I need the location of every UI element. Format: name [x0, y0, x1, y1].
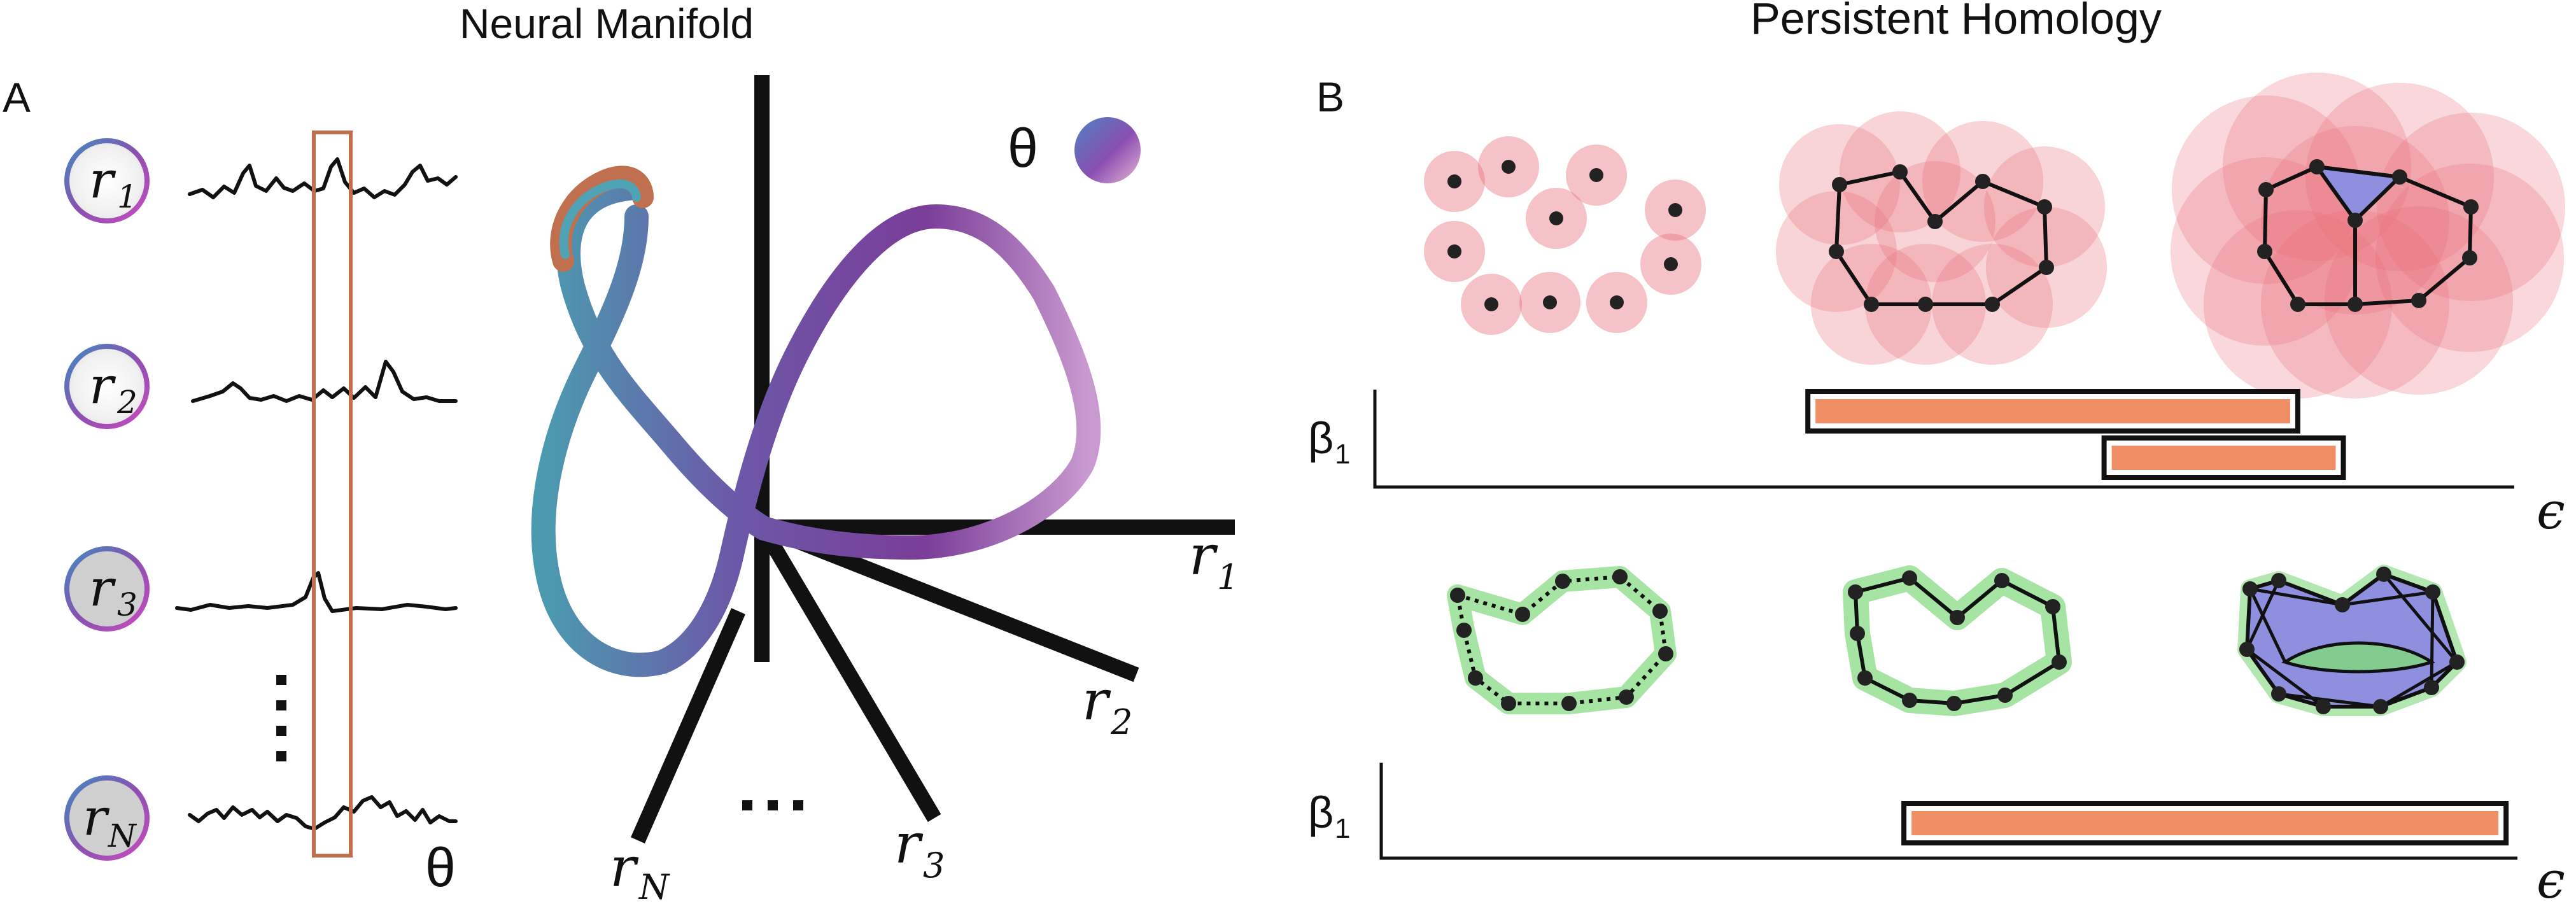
axis-r3 — [760, 530, 941, 823]
betti-label: β — [1308, 413, 1334, 463]
axis-symbol: r — [610, 836, 639, 900]
embedding-axes — [631, 75, 1235, 844]
epsilon-label: ϵ — [2537, 851, 2565, 904]
manifold-highlight-core — [559, 179, 641, 259]
neuron-r1: r 1 — [64, 138, 150, 223]
axis-subscript: 2 — [1110, 702, 1132, 742]
axis-label-rN: r N — [610, 836, 670, 904]
axis-labels: r 1 r 2 r 3 r N — [610, 524, 1239, 904]
axis-subscript: N — [638, 867, 670, 904]
activity-traces — [175, 157, 458, 831]
neuron-ball — [64, 138, 150, 223]
bars-top — [1805, 389, 2346, 480]
axis-subscript: 3 — [923, 845, 945, 886]
neuron-ball — [64, 775, 150, 861]
persistence-bar-fill — [1911, 811, 2499, 835]
neuron-subscript: 2 — [116, 384, 137, 421]
neuron-ball — [64, 546, 150, 632]
barcode-top: β 1 ϵ — [1308, 389, 2565, 540]
persistence-bar-fill — [1815, 399, 2290, 423]
persistence-bar-fill — [2111, 446, 2336, 470]
more-axes-dots — [742, 800, 803, 810]
panel-label-b: B — [1316, 73, 1344, 120]
cover-large — [2171, 73, 2565, 399]
barcode-bottom: β 1 ϵ — [1308, 763, 2565, 904]
neuron-list: r 1 r 2 r 3 r N — [64, 138, 286, 861]
cover-medium — [1776, 111, 2107, 365]
complex-solid — [1843, 565, 2072, 716]
neuron-subscript: 3 — [117, 586, 137, 623]
axis-symbol: r — [1189, 524, 1218, 588]
trace-r2 — [191, 360, 458, 403]
trace-rN — [188, 795, 458, 831]
neural-manifold-curve — [531, 166, 1101, 677]
neuron-ball — [64, 344, 150, 429]
epsilon-label: ϵ — [2537, 481, 2565, 540]
axis-label-r3: r 3 — [894, 812, 945, 886]
neuron-symbol: r — [89, 558, 116, 618]
neuron-r3: r 3 — [64, 546, 150, 632]
neuron-r2: r 2 — [64, 344, 150, 429]
theta-time-label: θ — [425, 837, 456, 898]
barcode-axes — [1373, 390, 2514, 489]
axis-subscript: 1 — [1217, 557, 1239, 597]
neuron-subscript: N — [108, 817, 137, 854]
cover-small — [1424, 136, 1706, 335]
complex-dotted — [1447, 566, 1677, 714]
betti-label: β — [1308, 787, 1334, 837]
axis-rN — [631, 608, 745, 844]
axis-label-r2: r 2 — [1082, 669, 1132, 742]
theta-legend: θ — [1008, 117, 1141, 183]
axis-label-r1: r 1 — [1189, 524, 1239, 597]
neuron-symbol: r — [89, 356, 116, 415]
barcode-axes — [1379, 763, 2517, 860]
complex-filled — [2237, 565, 2467, 716]
axis-symbol: r — [894, 812, 924, 876]
theta-legend-label: θ — [1008, 118, 1038, 179]
title-persistent-homology: Persistent Homology — [1750, 0, 2162, 43]
neuron-symbol: r — [83, 787, 110, 847]
bars-bottom — [1901, 801, 2509, 845]
panel-label-a: A — [3, 74, 31, 121]
neuron-subscript: 1 — [117, 178, 137, 215]
more-neurons-dots — [276, 675, 286, 761]
manifold-left-loop — [531, 176, 1101, 677]
title-neural-manifold: Neural Manifold — [460, 0, 754, 47]
theta-color-swatch — [1074, 117, 1141, 183]
betti-subscript: 1 — [1335, 439, 1350, 470]
neuron-rN: r N — [64, 775, 150, 861]
betti-subscript: 1 — [1335, 813, 1350, 844]
trace-r3 — [175, 571, 458, 613]
trace-r1 — [188, 157, 458, 199]
time-slice-box — [312, 131, 353, 858]
neuron-symbol: r — [89, 150, 116, 209]
axis-symbol: r — [1082, 669, 1111, 733]
ring-edges — [2262, 164, 2474, 306]
